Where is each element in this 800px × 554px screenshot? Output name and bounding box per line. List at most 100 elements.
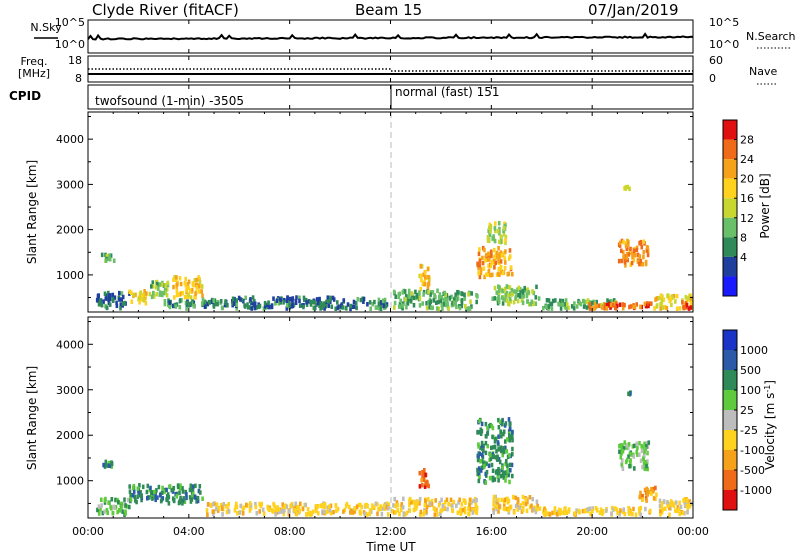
data-cell bbox=[302, 304, 305, 310]
data-cell bbox=[627, 507, 631, 513]
data-cell bbox=[412, 499, 416, 505]
data-cell bbox=[468, 511, 471, 516]
data-cell bbox=[501, 470, 505, 476]
data-cell bbox=[172, 284, 175, 290]
data-cell bbox=[112, 504, 115, 510]
data-cell bbox=[544, 509, 547, 515]
data-cell bbox=[195, 499, 198, 504]
colorbar-swatch bbox=[723, 490, 737, 510]
data-cell bbox=[430, 305, 433, 311]
data-cell bbox=[387, 512, 390, 517]
data-cell bbox=[151, 496, 154, 501]
data-cell bbox=[451, 508, 454, 513]
data-cell bbox=[111, 292, 115, 298]
data-cell bbox=[490, 423, 494, 429]
data-cell bbox=[120, 504, 123, 510]
data-cell bbox=[373, 504, 376, 510]
data-cell bbox=[179, 495, 182, 501]
data-cell bbox=[605, 508, 608, 513]
data-cell bbox=[175, 277, 178, 282]
data-cell bbox=[583, 509, 587, 514]
x-tick-label: 16:00 bbox=[475, 525, 507, 538]
data-cell bbox=[492, 445, 495, 450]
data-cell bbox=[272, 296, 275, 301]
data-cell bbox=[490, 253, 493, 259]
data-cell bbox=[110, 497, 114, 502]
data-cell bbox=[185, 294, 189, 299]
data-cell bbox=[475, 299, 478, 305]
data-cell bbox=[107, 463, 110, 468]
data-cell bbox=[535, 506, 539, 512]
data-cell bbox=[175, 288, 179, 294]
data-cell bbox=[493, 247, 496, 253]
nave-label: Nave bbox=[749, 65, 777, 78]
data-cell bbox=[240, 297, 244, 303]
data-cell bbox=[645, 441, 648, 446]
data-cell bbox=[239, 297, 242, 302]
data-cell bbox=[354, 301, 358, 306]
data-cell bbox=[324, 304, 328, 309]
velocity-y-ticks: 1000 2000 3000 4000 bbox=[56, 321, 693, 504]
date-label: 07/Jan/2019 bbox=[588, 1, 679, 19]
data-cell bbox=[158, 493, 162, 498]
data-cell bbox=[467, 506, 470, 511]
beam-label: Beam 15 bbox=[355, 1, 422, 19]
data-cell bbox=[487, 263, 490, 268]
data-cell bbox=[681, 510, 685, 516]
data-cell bbox=[337, 304, 341, 309]
data-cell bbox=[558, 511, 562, 516]
data-cell bbox=[507, 293, 510, 299]
data-cell bbox=[130, 299, 134, 304]
data-cell bbox=[161, 485, 164, 491]
data-cell bbox=[286, 295, 289, 300]
data-cell bbox=[164, 283, 167, 288]
data-cell bbox=[621, 509, 625, 515]
data-cell bbox=[118, 508, 122, 513]
data-cell bbox=[178, 292, 182, 297]
data-cell bbox=[100, 302, 104, 308]
data-cell bbox=[434, 498, 437, 503]
data-cell bbox=[478, 258, 482, 264]
data-cell bbox=[639, 512, 643, 517]
data-cell bbox=[633, 466, 636, 471]
data-cell bbox=[406, 301, 410, 306]
data-cell bbox=[490, 445, 493, 451]
data-cell bbox=[469, 506, 472, 512]
data-cell bbox=[643, 453, 646, 458]
data-cell bbox=[423, 509, 426, 515]
data-cell bbox=[418, 484, 422, 489]
data-cell bbox=[621, 305, 625, 311]
data-cell bbox=[445, 497, 449, 502]
data-cell bbox=[499, 259, 503, 264]
data-cell bbox=[268, 304, 271, 310]
data-cell bbox=[174, 304, 178, 309]
x-tick-label: 00:00 bbox=[72, 525, 104, 538]
data-cell bbox=[531, 289, 534, 294]
data-cell bbox=[618, 240, 622, 246]
data-cell bbox=[636, 259, 640, 265]
data-cell bbox=[454, 292, 457, 297]
data-cell bbox=[644, 447, 647, 452]
data-cell bbox=[570, 304, 574, 309]
data-cell bbox=[252, 302, 255, 307]
data-cell bbox=[376, 305, 379, 310]
data-cell bbox=[424, 498, 427, 503]
data-cell bbox=[128, 504, 131, 510]
data-cell bbox=[124, 511, 127, 516]
data-cell bbox=[378, 306, 381, 311]
data-cell bbox=[535, 499, 539, 504]
data-cell bbox=[161, 282, 164, 287]
data-cell bbox=[112, 258, 116, 263]
data-cell bbox=[525, 292, 529, 297]
data-cell bbox=[624, 263, 627, 268]
data-cell bbox=[195, 282, 199, 288]
data-cell bbox=[503, 497, 507, 503]
data-cell bbox=[188, 495, 192, 500]
data-cell bbox=[508, 453, 511, 458]
data-cell bbox=[248, 501, 252, 506]
data-cell bbox=[128, 484, 131, 489]
data-cell bbox=[588, 506, 592, 511]
data-cell bbox=[220, 305, 224, 311]
data-cell bbox=[142, 298, 146, 303]
data-cell bbox=[645, 444, 648, 449]
